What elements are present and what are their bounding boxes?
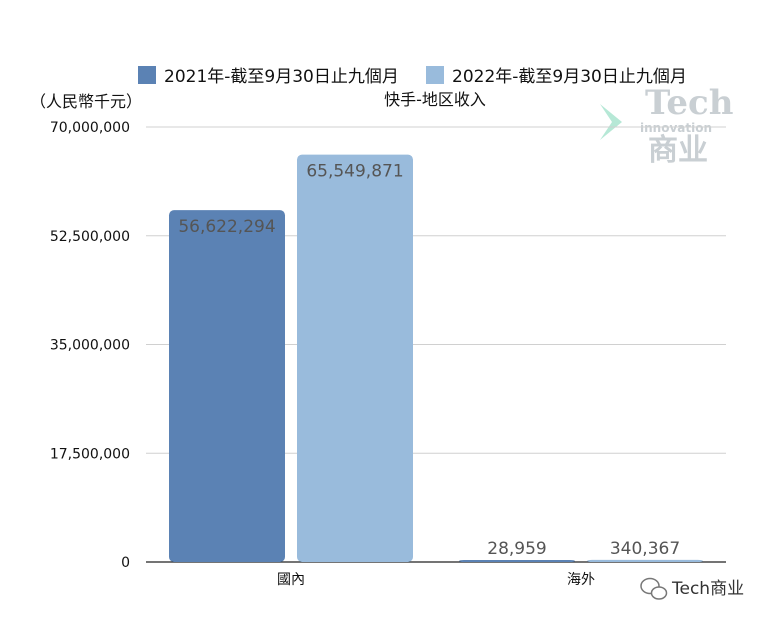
data-label: 56,622,294 bbox=[178, 217, 275, 237]
watermark-tech: Tech bbox=[645, 83, 733, 123]
bar-國內-2021 bbox=[169, 210, 285, 563]
footer-text: Tech商业 bbox=[671, 579, 744, 599]
y-axis-ticks: 0 17,500,000 35,000,000 52,500,000 70,000,00… bbox=[50, 120, 130, 571]
wechat-icon bbox=[640, 577, 668, 600]
y-tick-label: 52,500,000 bbox=[50, 229, 130, 245]
bar-海外-2021 bbox=[459, 560, 575, 562]
data-label: 340,367 bbox=[610, 539, 680, 559]
legend-swatch-2021 bbox=[138, 66, 156, 84]
legend-swatch-2022 bbox=[426, 66, 444, 84]
y-unit-label: （人民幣千元） bbox=[30, 92, 142, 111]
watermark-arrow-icon bbox=[600, 104, 622, 140]
x-category-label: 國內 bbox=[277, 572, 305, 588]
data-labels: 56,622,294 65,549,871 28,959 340,367 bbox=[178, 162, 680, 559]
watermark-innovation: innovation bbox=[640, 121, 712, 135]
watermark-cn: 商业 bbox=[648, 133, 708, 168]
y-tick-label: 17,500,000 bbox=[50, 446, 130, 462]
watermark-logo: Tech innovation 商业 bbox=[600, 83, 733, 168]
chart-title: 快手-地区收入 bbox=[384, 90, 486, 109]
bar-國內-2022 bbox=[297, 154, 413, 563]
x-category-label: 海外 bbox=[567, 572, 595, 588]
bars bbox=[169, 154, 703, 563]
data-label: 28,959 bbox=[487, 539, 546, 559]
legend-label-2021: 2021年-截至9月30日止九個月 bbox=[164, 67, 399, 87]
y-tick-label: 35,000,000 bbox=[50, 338, 130, 354]
y-tick-label: 0 bbox=[121, 555, 130, 571]
footer-brand: Tech商业 bbox=[640, 577, 744, 600]
legend-label-2022: 2022年-截至9月30日止九個月 bbox=[452, 67, 687, 87]
legend: 2021年-截至9月30日止九個月 2022年-截至9月30日止九個月 bbox=[138, 66, 687, 87]
data-label: 65,549,871 bbox=[306, 162, 403, 182]
bar-海外-2022 bbox=[587, 559, 703, 562]
x-axis-categories: 國內 海外 bbox=[277, 572, 595, 588]
y-tick-label: 70,000,000 bbox=[50, 120, 130, 136]
